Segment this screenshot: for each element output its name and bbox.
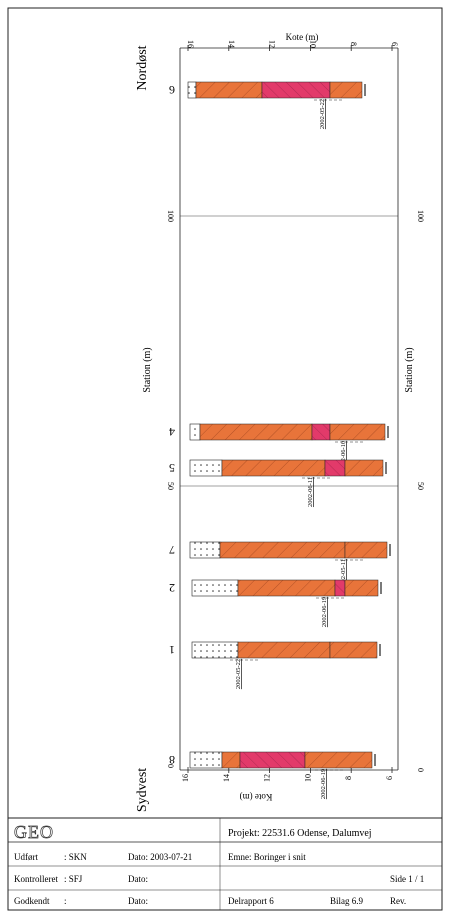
kote-axis-top: Kote (m) 16 14 12 10 8 6 xyxy=(180,32,399,51)
borehole-5: 5 2002-06-11 xyxy=(169,459,387,507)
borehole-fill-layer xyxy=(187,81,197,99)
kote-top-tick-label: 16 xyxy=(186,40,195,48)
project-title: Projekt: 22531.6 Odense, Dalumvej xyxy=(228,828,372,839)
borehole-lower-clay-hatch xyxy=(305,752,372,768)
bilag: Bilag 6.9 xyxy=(330,896,363,906)
borehole-8: 8 2002-06-19 xyxy=(169,751,376,799)
station-grid xyxy=(179,48,399,770)
kontrolleret-value: : SFJ xyxy=(64,874,83,884)
kote-axis-top-title: Kote (m) xyxy=(286,32,319,42)
borehole-sand-hatch xyxy=(240,752,305,768)
borehole-lower-clay-hatch xyxy=(345,542,387,558)
dato-3: Dato: xyxy=(128,896,148,906)
borehole-sand-hatch xyxy=(335,580,345,596)
borehole-lower-clay-hatch xyxy=(330,82,362,98)
borehole-id: 1 xyxy=(169,643,175,657)
kote-axis-bottom: 16 14 12 10 8 6 Kote (m) xyxy=(180,767,398,802)
kote-bottom-tick-label: 14 xyxy=(222,774,231,782)
borehole-2: 2 2002-06-19 xyxy=(169,579,382,627)
title-block: GEO Projekt: 22531.6 Odense, Dalumvej Ud… xyxy=(8,817,442,910)
borehole-clay-hatch xyxy=(238,580,335,596)
godkendt-label: Godkendt xyxy=(14,896,50,906)
borehole-sand-hatch xyxy=(325,460,345,476)
borehole-clay-hatch xyxy=(196,82,262,98)
kote-top-tick-label: 8 xyxy=(349,42,358,46)
station-tick-right-50: 50 xyxy=(416,482,425,490)
kote-top-tick-label: 12 xyxy=(268,40,277,48)
kontrolleret-label: Kontrolleret xyxy=(14,874,58,884)
borehole-fill-layer xyxy=(189,541,221,559)
kote-bottom-tick-label: 6 xyxy=(385,776,394,780)
borehole-date: 2002-06-19 xyxy=(321,597,328,627)
dato-1: Dato: 2003-07-21 xyxy=(128,852,192,862)
station-axis-title-left: Station (m) xyxy=(142,347,153,392)
direction-top: Nordøst xyxy=(135,45,150,90)
borehole-id: 4 xyxy=(169,425,175,439)
borehole-date: 2002-05-22 xyxy=(235,659,242,689)
borehole-clay-hatch xyxy=(222,752,240,768)
station-tick-right-0: 0 xyxy=(416,768,425,772)
borehole-lower-clay-hatch xyxy=(330,424,385,440)
geo-logo: GEO xyxy=(14,822,54,842)
borehole-id: 7 xyxy=(169,543,175,557)
delrapport: Delrapport 6 xyxy=(228,896,274,906)
kote-bottom-tick-label: 8 xyxy=(344,776,353,780)
borehole-fill-layer xyxy=(189,751,223,769)
borehole-lower-clay-hatch xyxy=(345,580,378,596)
borehole-id: 8 xyxy=(169,753,175,767)
borehole-fill-layer xyxy=(189,459,223,477)
station-tick-50: 50 xyxy=(166,482,175,490)
borehole-date: 2002-06-10 xyxy=(340,441,347,471)
kote-top-tick-label: 6 xyxy=(390,42,399,46)
station-tick-100: 100 xyxy=(166,210,175,222)
borehole-id: 2 xyxy=(169,581,175,595)
borehole-date: 2002-05-11 xyxy=(340,559,347,589)
side-number: Side 1 / 1 xyxy=(390,874,424,884)
borehole-id: 5 xyxy=(169,461,175,475)
borehole-sand-hatch xyxy=(312,424,330,440)
udfort-label: Udført xyxy=(14,852,38,862)
borehole-lower-clay-hatch xyxy=(330,642,377,658)
station-tick-0: 0 xyxy=(166,764,175,768)
borehole-fill-layer xyxy=(189,423,201,441)
borehole-date: 2002-05-22 xyxy=(319,99,326,129)
kote-bottom-tick-label: 12 xyxy=(263,774,272,782)
emne: Emne: Boringer i snit xyxy=(228,852,306,862)
station-axis-title-right: Station (m) xyxy=(404,347,415,392)
kote-bottom-tick-label: 10 xyxy=(303,774,312,782)
borehole-fill-layer xyxy=(191,579,239,597)
borehole-clay-hatch xyxy=(222,460,325,476)
borehole-clay-hatch xyxy=(238,642,330,658)
kote-top-tick-label: 10 xyxy=(308,40,317,48)
kote-axis-bottom-title: Kote (m) xyxy=(240,792,273,802)
plot-frame xyxy=(7,7,443,819)
borehole-date: 2002-06-11 xyxy=(307,477,314,507)
borehole-7: 7 2002-05-11 xyxy=(169,541,391,589)
borehole-lower-clay-hatch xyxy=(345,460,383,476)
direction-bottom: Sydvest xyxy=(135,768,150,812)
borehole-1: 1 2002-05-22 xyxy=(169,641,381,689)
borehole-4: 4 2002-06-10 xyxy=(169,423,389,471)
udfort-value: : SKN xyxy=(64,852,87,862)
borehole-6: 6 2002-05-22 xyxy=(169,81,366,129)
borehole-id: 6 xyxy=(169,83,175,97)
godkendt-value: : xyxy=(64,896,67,906)
boreholes-layer: 6 2002-05-22 4 2002-06-10 5 2002-06-11 7 2002-0… xyxy=(169,81,391,799)
station-tick-right-100: 100 xyxy=(416,210,425,222)
borehole-sand-hatch xyxy=(262,82,330,98)
borehole-clay-hatch xyxy=(220,542,345,558)
kote-top-tick-label: 14 xyxy=(227,40,236,48)
borehole-date: 2002-06-19 xyxy=(320,769,327,799)
dato-2: Dato: xyxy=(128,874,148,884)
borehole-fill-layer xyxy=(191,641,239,659)
borehole-clay-hatch xyxy=(200,424,312,440)
revision: Rev. xyxy=(390,896,406,906)
kote-bottom-tick-label: 16 xyxy=(181,774,190,782)
